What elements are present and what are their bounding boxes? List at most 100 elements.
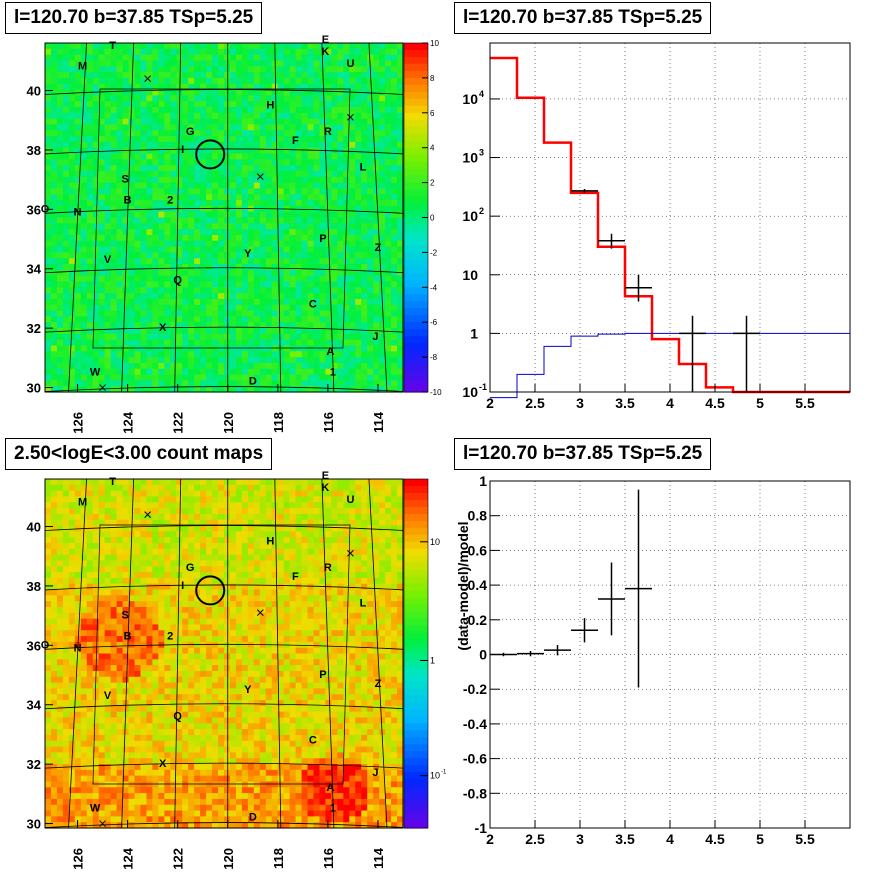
y-tick-label-1: 1 xyxy=(470,325,478,341)
source-label-H: H xyxy=(266,99,274,111)
x-tick-label-118: 118 xyxy=(271,848,286,869)
source-label-X: X xyxy=(159,322,167,334)
source-label-M: M xyxy=(78,61,87,73)
source-label-Q: Q xyxy=(173,275,182,287)
source-label-J: J xyxy=(372,331,378,343)
source-label-O: O xyxy=(41,203,50,215)
colorbar xyxy=(404,479,428,829)
y-tick-label-1: 1 xyxy=(479,473,487,489)
source-label-N: N xyxy=(74,206,82,218)
source-label-C: C xyxy=(309,734,317,746)
source-label-U: U xyxy=(346,494,354,506)
source-label-R: R xyxy=(324,126,332,138)
x-tick-label-126: 126 xyxy=(71,848,86,870)
grid xyxy=(490,481,850,828)
x-tick-label-5.5: 5.5 xyxy=(795,395,815,411)
residual-ratio-title: l=120.70 b=37.85 TSp=5.25 xyxy=(454,438,711,470)
data-point-2 xyxy=(544,645,571,655)
data-point-4 xyxy=(733,316,760,392)
source-label-H: H xyxy=(266,535,274,547)
source-label-1: 1 xyxy=(330,803,336,815)
source-label-V: V xyxy=(104,690,112,702)
x-tick-label-114: 114 xyxy=(371,411,386,433)
y-tick-label-30: 30 xyxy=(27,817,41,832)
x-tick-label-5.5: 5.5 xyxy=(795,831,815,847)
colorbar-tick-2: 10 xyxy=(430,771,440,781)
x-tick-label-5: 5 xyxy=(756,831,764,847)
source-label-Z: Z xyxy=(375,678,382,690)
colorbar-tick--4: -4 xyxy=(430,283,438,292)
colorbar-tick--10: -10 xyxy=(430,388,442,397)
source-label-2: 2 xyxy=(167,194,173,206)
source-label-L: L xyxy=(360,598,367,610)
x-tick-label-2.5: 2.5 xyxy=(525,395,545,411)
y-tick-label-36: 36 xyxy=(27,202,41,217)
source-label-C: C xyxy=(309,298,317,310)
y-tick-label-0.8: 0.8 xyxy=(468,508,488,524)
source-label-V: V xyxy=(104,254,112,266)
source-label-F: F xyxy=(292,135,299,147)
y-tick-label-5: 10 xyxy=(462,91,478,107)
x-tick-label-2.5: 2.5 xyxy=(525,831,545,847)
y-tick-label-36: 36 xyxy=(27,638,41,653)
y-tick-exponent-0: -1 xyxy=(479,382,487,392)
y-tick-label-32: 32 xyxy=(27,321,41,336)
source-label-R: R xyxy=(324,562,332,574)
colorbar-tick-10: 10 xyxy=(430,39,439,48)
colorbar-tick-6: 6 xyxy=(430,109,435,118)
data-point-5 xyxy=(625,490,652,688)
y-tick-label--0.8: -0.8 xyxy=(463,785,487,801)
source-label-Z: Z xyxy=(375,242,382,254)
y-tick-label-4: 10 xyxy=(462,150,478,166)
x-tick-label-2: 2 xyxy=(486,395,494,411)
y-tick-label-3: 10 xyxy=(462,208,478,224)
source-label-N: N xyxy=(74,642,82,654)
x-tick-label-3: 3 xyxy=(576,395,584,411)
source-label-I: I xyxy=(181,144,184,156)
source-label-K: K xyxy=(321,46,329,58)
x-tick-label-120: 120 xyxy=(221,848,236,870)
y-tick-label-38: 38 xyxy=(27,579,41,594)
source-label-B: B xyxy=(124,630,132,642)
x-tick-label-116: 116 xyxy=(321,848,336,869)
y-tick-label-2: 10 xyxy=(462,267,478,283)
source-label-A: A xyxy=(326,782,334,794)
colorbar-tick-2: 2 xyxy=(430,179,435,188)
y-tick-label-30: 30 xyxy=(27,381,41,396)
colorbar-tick--2: -2 xyxy=(430,248,438,257)
source-label-S: S xyxy=(121,174,128,186)
source-label-A: A xyxy=(326,346,334,358)
x-tick-label-3: 3 xyxy=(576,831,584,847)
source-label-Y: Y xyxy=(244,248,252,260)
source-label-X: X xyxy=(159,758,167,770)
spectrum-title: l=120.70 b=37.85 TSp=5.25 xyxy=(454,2,711,34)
source-label-I: I xyxy=(181,580,184,592)
source-label-G: G xyxy=(186,562,195,574)
colorbar-tick-1: 1 xyxy=(430,655,435,665)
source-label-J: J xyxy=(372,767,378,779)
y-tick-label-0: 0 xyxy=(479,647,487,663)
source-label-B: B xyxy=(124,194,132,206)
y-tick-label-0: 10 xyxy=(462,384,478,400)
x-tick-label-126: 126 xyxy=(71,412,86,434)
step-series-0 xyxy=(490,58,850,392)
source-label-L: L xyxy=(360,162,367,174)
x-tick-label-4.5: 4.5 xyxy=(705,831,725,847)
colorbar-tick-4: 4 xyxy=(430,144,435,153)
source-label-2: 2 xyxy=(167,630,173,642)
source-label-E: E xyxy=(322,34,329,46)
y-tick-label-40: 40 xyxy=(27,84,41,99)
x-tick-label-3.5: 3.5 xyxy=(615,831,635,847)
colorbar-tick-0: 0 xyxy=(430,214,435,223)
x-tick-label-124: 124 xyxy=(121,411,136,433)
residual-map-title: l=120.70 b=37.85 TSp=5.25 xyxy=(5,2,262,34)
x-tick-label-2: 2 xyxy=(486,831,494,847)
colorbar-tick-0: 10 xyxy=(430,537,440,547)
source-label-O: O xyxy=(41,639,50,651)
x-tick-label-4: 4 xyxy=(666,831,674,847)
